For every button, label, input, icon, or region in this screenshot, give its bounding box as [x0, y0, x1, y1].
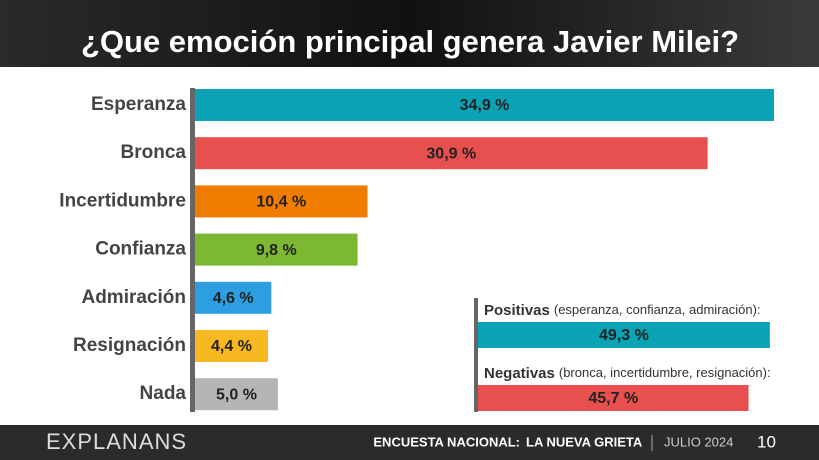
category-label: Confianza [95, 239, 186, 260]
axis-line [190, 88, 195, 412]
bar [478, 322, 770, 348]
bar [195, 185, 368, 218]
category-label: Admiración [81, 287, 186, 308]
inset-axis-line [474, 298, 478, 412]
data-label: 34,9 % [460, 97, 510, 114]
inset-label: Negativas (bronca, incertidumbre, resigna… [484, 365, 771, 382]
category-label: Esperanza [91, 94, 186, 115]
bar [195, 233, 358, 266]
footer-page: 10 [757, 432, 776, 451]
data-label: 45,7 % [588, 390, 638, 407]
category-label: Incertidumbre [59, 190, 186, 211]
bar [478, 385, 749, 411]
footer-brand: EXPLANANS [46, 429, 187, 454]
category-label: Resignación [73, 335, 186, 356]
data-label: 4,6 % [213, 290, 254, 307]
data-label: 10,4 % [256, 194, 306, 211]
inset-description: (esperanza, confianza, admiración): [554, 302, 761, 317]
data-label: 30,9 % [426, 145, 476, 162]
data-label: 49,3 % [599, 327, 649, 344]
footer-band [0, 425, 819, 460]
data-label: 9,8 % [256, 242, 297, 259]
header-band [0, 0, 819, 67]
data-label: 4,4 % [211, 338, 252, 355]
footer-date: JULIO 2024 [664, 434, 733, 449]
footer-survey-name: LA NUEVA GRIETA [526, 434, 643, 449]
inset-label: Positivas (esperanza, confianza, admiraci… [484, 302, 761, 319]
footer-survey: ENCUESTA NACIONAL: [373, 434, 520, 449]
chart-title: ¿Que emoción principal genera Javier Mil… [81, 24, 739, 59]
bar [195, 137, 708, 170]
category-label: Bronca [121, 142, 187, 163]
bar [195, 281, 272, 314]
bar [195, 378, 278, 411]
bar [195, 330, 268, 362]
data-label: 5,0 % [216, 386, 257, 403]
inset-description: (bronca, incertidumbre, resignación): [559, 365, 771, 380]
inset-category: Negativas [484, 365, 555, 382]
category-label: Nada [140, 383, 187, 404]
inset-category: Positivas [484, 302, 550, 319]
bar [195, 89, 774, 121]
